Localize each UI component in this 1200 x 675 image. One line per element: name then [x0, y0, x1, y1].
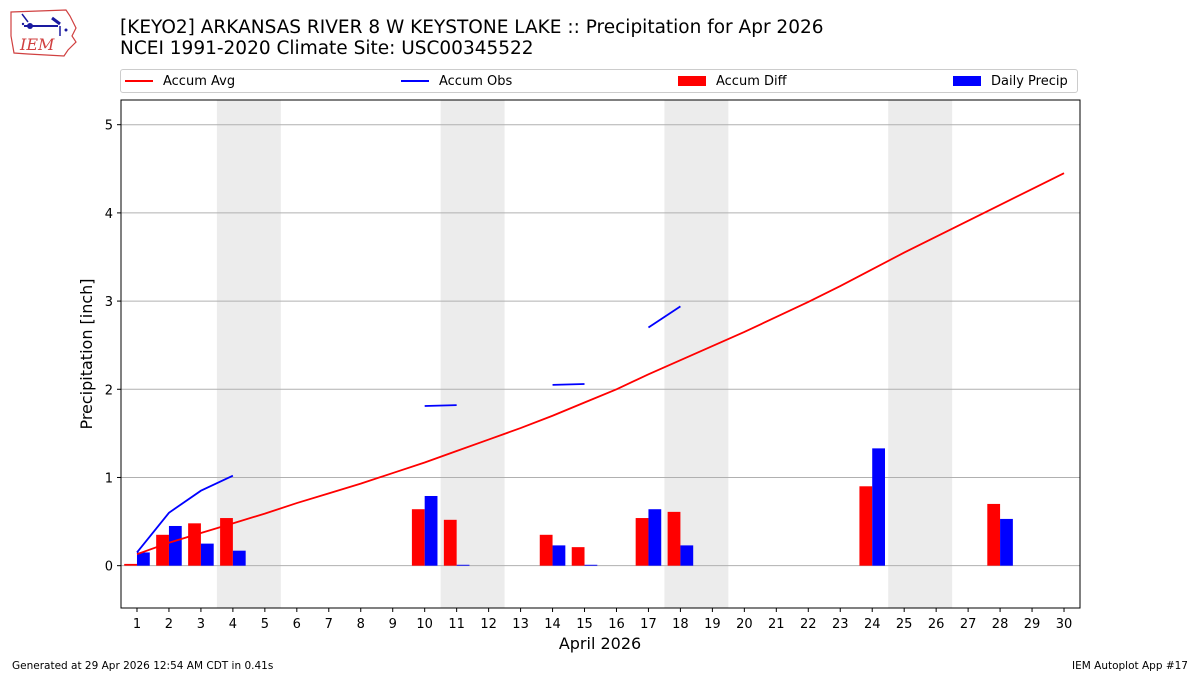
- xtick-label-15: 15: [576, 617, 593, 632]
- daily-precip-bar-day-4: [232, 550, 246, 566]
- daily-precip-bar-day-14: [552, 545, 566, 566]
- ytick-label-4: 4: [105, 207, 113, 222]
- legend-item-accum-avg: Accum Avg: [125, 73, 235, 91]
- weekend-shading: [216, 100, 953, 608]
- daily-precip-bar-day-18: [680, 545, 694, 566]
- x-axis-label: April 2026: [559, 634, 641, 653]
- xtick-label-28: 28: [992, 617, 1009, 632]
- daily-precip-bar-day-3: [200, 543, 214, 566]
- xtick-label-27: 27: [960, 617, 977, 632]
- app-label: IEM Autoplot App #17: [1072, 660, 1188, 672]
- accum-obs-line-segment-2: [424, 404, 457, 407]
- xtick-label-5: 5: [261, 617, 269, 632]
- xtick-label-8: 8: [357, 617, 365, 632]
- daily-precip-bar-day-17: [648, 509, 662, 566]
- xtick-label-26: 26: [928, 617, 945, 632]
- ytick-label-1: 1: [105, 471, 113, 486]
- accum-diff-swatch: [678, 75, 706, 86]
- xtick-label-30: 30: [1056, 617, 1073, 632]
- xtick-label-9: 9: [389, 617, 397, 632]
- xtick-label-12: 12: [480, 617, 497, 632]
- accum-obs-line-segment-3: [552, 383, 585, 386]
- accum-diff-bar-day-17: [635, 518, 649, 566]
- ytick-label-2: 2: [105, 383, 113, 398]
- y-axis-label: Precipitation [inch]: [77, 278, 96, 429]
- xtick-label-24: 24: [864, 617, 881, 632]
- daily-precip-bar-day-11: [456, 564, 470, 566]
- xtick-label-1: 1: [133, 617, 141, 632]
- daily-precip-bar-day-15: [584, 564, 598, 566]
- lines: [136, 172, 1065, 556]
- xtick-label-2: 2: [165, 617, 173, 632]
- plot-frame: [120, 99, 1081, 609]
- ytick-label-5: 5: [105, 119, 113, 134]
- daily-precip-bar-day-24: [872, 448, 886, 566]
- accum-diff-bar-day-15: [571, 547, 585, 566]
- xtick-label-21: 21: [768, 617, 785, 632]
- legend-label-daily-precip: Daily Precip: [991, 74, 1068, 89]
- iowa-map-icon: IEM: [10, 9, 77, 57]
- svg-text:IEM: IEM: [19, 35, 55, 54]
- legend-item-daily-precip: Daily Precip: [953, 73, 1068, 91]
- xtick-label-23: 23: [832, 617, 849, 632]
- bars: [124, 448, 1013, 566]
- legend-item-accum-obs: Accum Obs: [401, 73, 512, 91]
- legend-label-accum-avg: Accum Avg: [163, 74, 236, 89]
- daily-precip-bar-day-10: [424, 495, 438, 566]
- xtick-label-17: 17: [640, 617, 657, 632]
- generated-timestamp: Generated at 29 Apr 2026 12:54 AM CDT in…: [12, 660, 274, 672]
- legend-label-accum-obs: Accum Obs: [439, 74, 513, 89]
- xtick-label-6: 6: [293, 617, 301, 632]
- accum-avg-swatch: [125, 79, 153, 82]
- gridlines: [121, 124, 1080, 567]
- xtick-label-14: 14: [544, 617, 561, 632]
- xtick-label-19: 19: [704, 617, 721, 632]
- xtick-label-13: 13: [512, 617, 529, 632]
- xtick-label-3: 3: [197, 617, 205, 632]
- daily-precip-bar-day-28: [1000, 518, 1013, 566]
- accum-diff-bar-day-24: [859, 486, 873, 566]
- accum-diff-bar-day-2: [156, 534, 169, 566]
- xtick-label-11: 11: [448, 617, 465, 632]
- accum-obs-line-segment-1: [136, 474, 234, 554]
- accum-diff-bar-day-4: [220, 518, 233, 566]
- ytick-label-3: 3: [105, 295, 113, 310]
- xtick-label-10: 10: [416, 617, 433, 632]
- accum-diff-bar-day-3: [188, 523, 201, 566]
- daily-precip-swatch: [953, 75, 981, 86]
- legend-item-accum-diff: Accum Diff: [678, 73, 787, 91]
- xtick-label-16: 16: [608, 617, 625, 632]
- accum-diff-bar-day-11: [443, 519, 457, 566]
- x-axis-ticks: 1 2 3 4 5 6 7 8 9 10 11 12 13 14 15 16 17 18 19 20 21 22 23 24 2…: [133, 608, 1072, 632]
- xtick-label-18: 18: [672, 617, 689, 632]
- ytick-label-0: 0: [105, 560, 113, 575]
- daily-precip-bar-day-2: [168, 525, 182, 566]
- daily-precip-bar-day-1: [136, 552, 150, 566]
- legend-label-accum-diff: Accum Diff: [716, 74, 787, 89]
- xtick-label-29: 29: [1024, 617, 1041, 632]
- accum-avg-line: [136, 172, 1065, 556]
- xtick-label-25: 25: [896, 617, 913, 632]
- accum-diff-bar-day-1: [124, 563, 137, 566]
- y-axis-ticks: 0 1 2 3 4 5: [105, 119, 121, 575]
- accum-diff-bar-day-28: [987, 503, 1001, 566]
- accum-obs-line-segment-4: [647, 305, 681, 329]
- iem-logo: IEM: [8, 6, 80, 60]
- legend: Accum Avg Accum Obs Accum Diff Daily Pre…: [120, 69, 1078, 93]
- accum-diff-bar-day-14: [539, 534, 553, 566]
- chart-title: [KEYO2] ARKANSAS RIVER 8 W KEYSTONE LAKE…: [120, 17, 824, 59]
- accum-obs-swatch: [401, 79, 429, 82]
- xtick-label-7: 7: [325, 617, 333, 632]
- accum-diff-bar-day-10: [411, 509, 425, 566]
- xtick-label-4: 4: [229, 617, 237, 632]
- xtick-label-20: 20: [736, 617, 753, 632]
- accum-diff-bar-day-18: [667, 511, 681, 566]
- weekend-band-4: [888, 100, 953, 608]
- title-line-2: NCEI 1991-2020 Climate Site: USC00345522: [120, 38, 534, 59]
- title-line-1: [KEYO2] ARKANSAS RIVER 8 W KEYSTONE LAKE…: [120, 17, 824, 38]
- xtick-label-22: 22: [800, 617, 817, 632]
